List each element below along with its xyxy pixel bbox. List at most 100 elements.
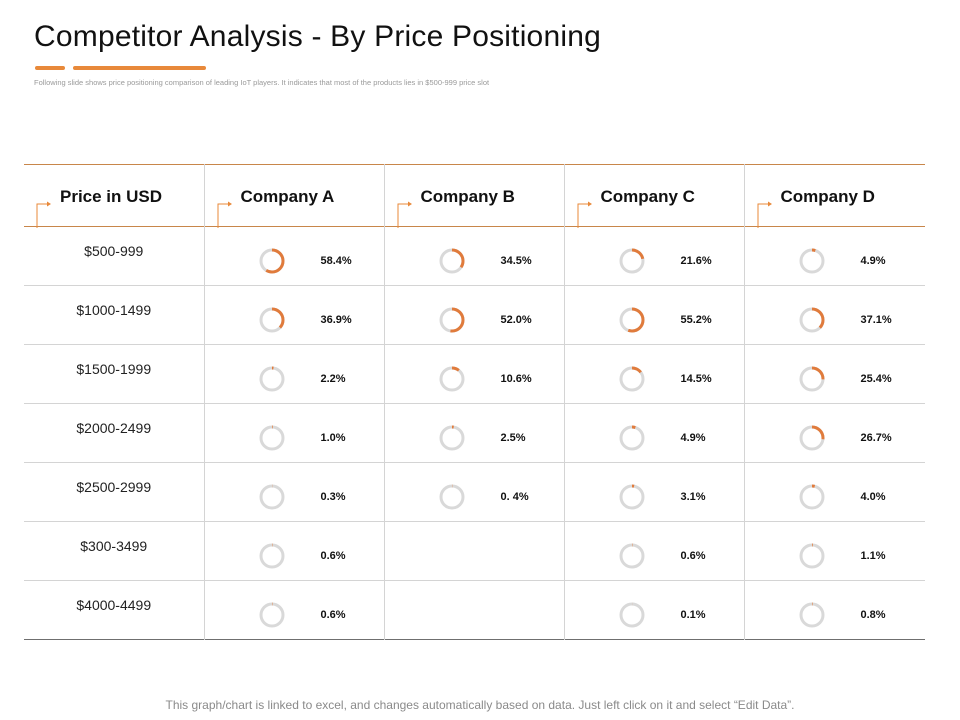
- share-percent-label: 0.6%: [320, 550, 346, 562]
- share-donut: [619, 248, 644, 274]
- share-cell: 0.8%: [743, 580, 925, 640]
- share-percent-label: 2.5%: [500, 432, 526, 444]
- column-header-label: Company C: [600, 187, 695, 206]
- share-percent-label: 52.0%: [500, 314, 532, 326]
- share-donut: [619, 425, 644, 451]
- share-donut: [259, 307, 284, 333]
- table-row: $1000-1499 36.9% 52.0% 55.2% 37.1%: [24, 285, 925, 345]
- share-percent-label: 10.6%: [500, 373, 532, 385]
- share-percent-label: 4.9%: [860, 255, 886, 267]
- donut-value-arc: [799, 543, 824, 569]
- donut-value-arc: [439, 366, 464, 392]
- price-range-label: $4000-4499: [76, 597, 152, 613]
- donut-value-arc: [259, 543, 284, 569]
- share-percent-label: 37.1%: [860, 314, 892, 326]
- donut-value-arc: [259, 307, 284, 333]
- header-arrow-icon: [577, 201, 592, 228]
- share-cell: 1.1%: [743, 521, 925, 581]
- donut-track: [619, 484, 644, 510]
- share-percent-label: 36.9%: [320, 314, 352, 326]
- share-percent-label: 0.1%: [680, 609, 706, 621]
- column-header-company-d: Company D: [743, 164, 925, 228]
- share-donut: [619, 602, 644, 628]
- column-header-price: Price in USD: [24, 165, 204, 228]
- share-cell: 21.6%: [563, 226, 744, 286]
- share-cell: 37.1%: [743, 285, 925, 345]
- share-donut: [259, 484, 284, 510]
- share-percent-label: 25.4%: [860, 373, 892, 385]
- share-percent-label: 58.4%: [320, 255, 352, 267]
- donut-track: [619, 425, 644, 451]
- donut-value-arc: [799, 248, 824, 274]
- donut-track: [259, 543, 284, 569]
- share-cell: 1.0%: [203, 403, 384, 463]
- share-cell: 10.6%: [383, 344, 564, 404]
- price-range-label: $500-999: [84, 243, 144, 259]
- donut-value-arc: [259, 425, 284, 451]
- donut-track: [439, 425, 464, 451]
- table-row: $4000-4499 0.6% 0.1% 0.8%: [24, 580, 925, 640]
- share-donut: [619, 484, 644, 510]
- donut-value-arc: [259, 602, 284, 628]
- share-percent-label: 0.8%: [860, 609, 886, 621]
- share-cell: 26.7%: [743, 403, 925, 463]
- price-range-cell: $300-3499: [24, 522, 204, 581]
- donut-value-arc: [619, 484, 644, 510]
- donut-value-arc: [619, 602, 644, 628]
- share-percent-label: 14.5%: [680, 373, 712, 385]
- share-donut: [799, 366, 824, 392]
- header-arrow-icon: [397, 201, 412, 228]
- share-percent-label: 0.6%: [680, 550, 706, 562]
- table-row: $500-999 58.4% 34.5% 21.6% 4.9%: [24, 226, 925, 286]
- donut-track: [799, 248, 824, 274]
- share-donut: [259, 248, 284, 274]
- donut-value-arc: [799, 425, 824, 451]
- share-donut: [799, 307, 824, 333]
- donut-value-arc: [799, 602, 824, 628]
- donut-track: [799, 543, 824, 569]
- share-percent-label: 3.1%: [680, 491, 706, 503]
- share-percent-label: 0. 4%: [500, 491, 529, 503]
- share-percent-label: 21.6%: [680, 255, 712, 267]
- price-range-cell: $4000-4499: [24, 581, 204, 640]
- donut-value-arc: [799, 307, 824, 333]
- donut-track: [619, 602, 644, 628]
- column-header-label: Company D: [780, 187, 875, 206]
- share-donut: [439, 307, 464, 333]
- share-donut: [259, 543, 284, 569]
- share-cell: 0. 4%: [383, 462, 564, 522]
- share-cell: [383, 521, 564, 581]
- title-accent-bar-short: [35, 66, 65, 70]
- share-donut: [619, 307, 644, 333]
- donut-track: [799, 484, 824, 510]
- share-donut: [439, 366, 464, 392]
- share-donut: [259, 602, 284, 628]
- donut-value-arc: [259, 248, 284, 274]
- donut-track: [259, 366, 284, 392]
- price-range-label: $1500-1999: [76, 361, 152, 377]
- share-percent-label: 55.2%: [680, 314, 712, 326]
- share-donut: [799, 543, 824, 569]
- share-donut: [439, 248, 464, 274]
- share-cell: 0.3%: [203, 462, 384, 522]
- donut-value-arc: [619, 425, 644, 451]
- price-range-label: $2500-2999: [76, 479, 152, 495]
- price-range-cell: $2000-2499: [24, 404, 204, 463]
- share-cell: 4.9%: [743, 226, 925, 286]
- donut-track: [619, 543, 644, 569]
- share-percent-label: 1.1%: [860, 550, 886, 562]
- column-header-label: Price in USD: [60, 187, 163, 206]
- donut-track: [259, 602, 284, 628]
- price-range-cell: $1500-1999: [24, 345, 204, 404]
- table-body: $500-999 58.4% 34.5% 21.6% 4.9% $1000-1499 36.…: [24, 226, 925, 640]
- share-donut: [439, 484, 464, 510]
- share-percent-label: 0.6%: [320, 609, 346, 621]
- donut-value-arc: [799, 366, 824, 392]
- share-percent-label: 4.0%: [860, 491, 886, 503]
- share-cell: 55.2%: [563, 285, 744, 345]
- donut-track: [799, 602, 824, 628]
- column-header-label: Company B: [420, 187, 515, 206]
- donut-track: [439, 366, 464, 392]
- column-header-company-c: Company C: [563, 164, 744, 228]
- share-donut: [799, 248, 824, 274]
